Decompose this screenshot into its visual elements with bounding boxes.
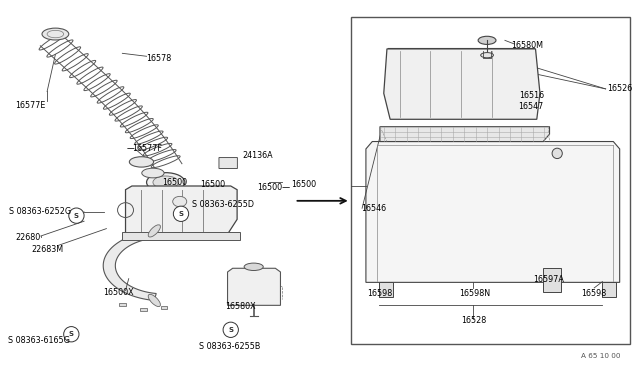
Ellipse shape (552, 148, 563, 158)
Text: S: S (69, 331, 74, 337)
Text: 16598: 16598 (581, 289, 607, 298)
Polygon shape (384, 49, 540, 119)
Text: 16580X: 16580X (226, 302, 256, 311)
Polygon shape (103, 231, 156, 301)
Bar (122, 232, 240, 240)
Text: 16547: 16547 (518, 102, 543, 111)
Polygon shape (228, 268, 280, 305)
Text: S: S (179, 211, 184, 217)
Text: S 08363-6255B: S 08363-6255B (199, 341, 260, 350)
Text: 16500: 16500 (162, 178, 187, 187)
Text: 22680: 22680 (15, 232, 40, 242)
Text: S 08363-6255D: S 08363-6255D (193, 200, 255, 209)
Ellipse shape (481, 52, 493, 58)
Bar (379, 282, 393, 297)
Bar (161, 306, 167, 309)
Polygon shape (125, 186, 237, 234)
Polygon shape (366, 141, 620, 282)
Text: A 65 10 00: A 65 10 00 (582, 353, 621, 359)
Ellipse shape (129, 157, 154, 167)
Polygon shape (380, 127, 550, 141)
Ellipse shape (478, 36, 496, 44)
Text: 16577E: 16577E (15, 101, 45, 110)
Bar (119, 304, 125, 307)
Ellipse shape (147, 173, 185, 192)
Text: 16598: 16598 (367, 289, 392, 298)
Bar (602, 282, 616, 297)
Ellipse shape (153, 176, 179, 189)
Ellipse shape (148, 294, 161, 307)
Text: 16500—: 16500— (257, 183, 291, 192)
Text: 16546: 16546 (361, 204, 386, 213)
Ellipse shape (42, 28, 68, 40)
Text: 16528: 16528 (461, 316, 487, 325)
Ellipse shape (173, 196, 187, 207)
Text: 16580M: 16580M (511, 41, 543, 50)
Text: 16516: 16516 (519, 91, 544, 100)
Text: 16500X: 16500X (103, 288, 134, 297)
Text: 24136A: 24136A (242, 151, 273, 160)
Text: 16597A: 16597A (534, 275, 564, 284)
Text: S: S (74, 213, 79, 219)
Ellipse shape (244, 263, 263, 270)
Ellipse shape (148, 225, 161, 237)
Circle shape (64, 327, 79, 342)
Text: —: — (126, 144, 134, 153)
Circle shape (68, 208, 84, 223)
Bar (543, 267, 561, 292)
Text: 16500: 16500 (291, 180, 316, 189)
Text: S: S (228, 327, 233, 333)
FancyBboxPatch shape (219, 157, 237, 169)
Text: 16577F: 16577F (132, 144, 162, 153)
Text: 16598N: 16598N (459, 289, 490, 298)
Circle shape (173, 206, 189, 221)
Text: 16500: 16500 (200, 180, 226, 189)
Ellipse shape (142, 168, 164, 178)
Bar (140, 308, 147, 311)
Text: 16526: 16526 (607, 84, 632, 93)
Circle shape (223, 322, 238, 337)
Text: 22683M: 22683M (32, 244, 64, 253)
Text: S 08363-6252G: S 08363-6252G (9, 207, 71, 216)
Text: 16578: 16578 (147, 54, 172, 62)
Text: S 08363-6165G: S 08363-6165G (8, 336, 70, 346)
Polygon shape (351, 17, 630, 343)
